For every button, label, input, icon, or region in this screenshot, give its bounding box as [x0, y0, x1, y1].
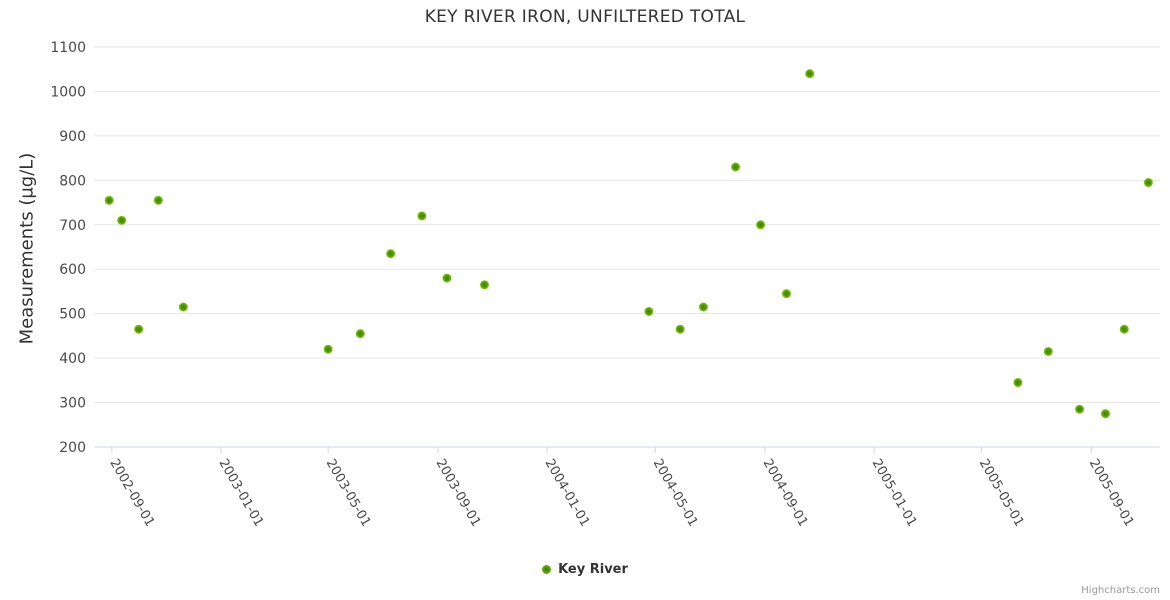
- data-point[interactable]: [1043, 346, 1053, 356]
- x-axis-label: 2003-05-01: [323, 457, 374, 530]
- data-point[interactable]: [1119, 324, 1129, 334]
- data-point[interactable]: [1075, 404, 1085, 414]
- data-point[interactable]: [1100, 409, 1110, 419]
- legend-marker-icon: [542, 565, 552, 574]
- data-point[interactable]: [153, 195, 163, 205]
- data-point[interactable]: [805, 69, 815, 79]
- x-axis-label: 2003-01-01: [215, 457, 266, 530]
- data-point[interactable]: [675, 324, 685, 334]
- x-axis-label: 2005-05-01: [976, 457, 1027, 530]
- data-point[interactable]: [323, 344, 333, 354]
- data-point[interactable]: [731, 162, 741, 172]
- x-axis-label: 2005-01-01: [869, 457, 920, 530]
- y-axis-label: 1000: [50, 84, 86, 100]
- data-point[interactable]: [1143, 178, 1153, 188]
- y-axis-label: 200: [59, 440, 86, 456]
- data-point[interactable]: [644, 306, 654, 316]
- data-point[interactable]: [117, 215, 127, 225]
- data-point[interactable]: [104, 195, 114, 205]
- x-axis-label: 2003-09-01: [433, 457, 484, 530]
- data-point[interactable]: [442, 273, 452, 283]
- legend-item-key-river[interactable]: Key River: [0, 562, 1170, 577]
- data-point[interactable]: [698, 302, 708, 312]
- data-point[interactable]: [355, 329, 365, 339]
- y-axis-label: 300: [59, 396, 86, 412]
- x-axis-label: 2005-09-01: [1086, 457, 1137, 530]
- x-axis-label: 2002-09-01: [106, 457, 157, 530]
- legend-label: Key River: [558, 562, 628, 577]
- y-axis-label: 1100: [50, 40, 86, 56]
- x-axis-label: 2004-05-01: [650, 457, 701, 530]
- data-point[interactable]: [781, 289, 791, 299]
- data-point[interactable]: [178, 302, 188, 312]
- highcharts-credits[interactable]: Highcharts.com: [1081, 585, 1160, 596]
- data-point[interactable]: [134, 324, 144, 334]
- x-axis-label: 2004-01-01: [542, 457, 593, 530]
- y-axis-label: 900: [59, 129, 86, 145]
- y-axis-label: 700: [59, 218, 86, 234]
- data-point[interactable]: [756, 220, 766, 230]
- data-point[interactable]: [479, 280, 489, 290]
- chart-title: KEY RIVER IRON, UNFILTERED TOTAL: [424, 7, 746, 27]
- y-axis-label: 500: [59, 307, 86, 323]
- y-axis-label: 600: [59, 262, 86, 278]
- data-point[interactable]: [417, 211, 427, 221]
- y-axis-label: 400: [59, 351, 86, 367]
- y-axis-label: 800: [59, 173, 86, 189]
- data-point[interactable]: [386, 249, 396, 259]
- x-axis-label: 2004-09-01: [760, 457, 811, 530]
- data-point[interactable]: [1013, 378, 1023, 388]
